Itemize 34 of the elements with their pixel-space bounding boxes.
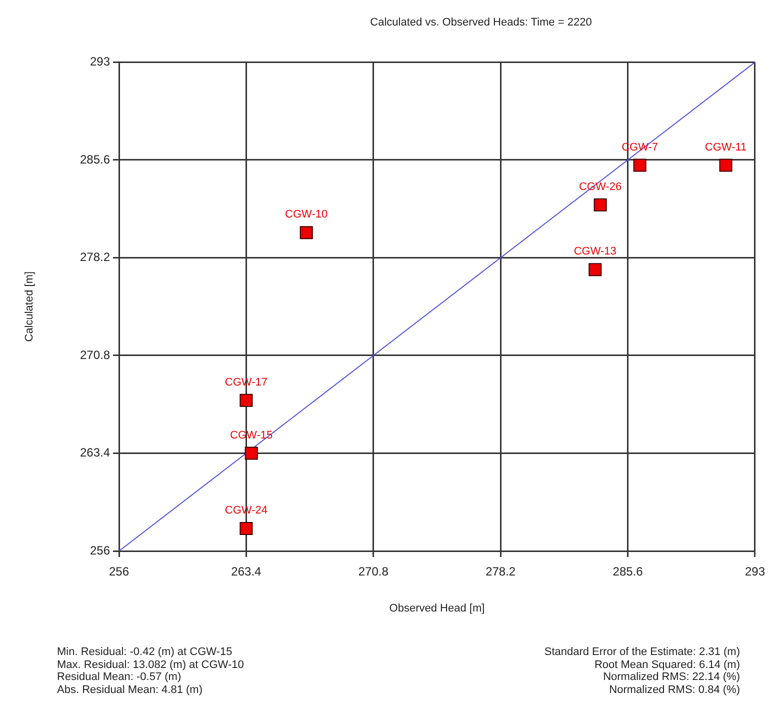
x-tick-label: 293 [744, 564, 766, 579]
y-tick-label: 270.8 [80, 348, 110, 362]
text: Abs. Residual Mean: 4.81 (m) [57, 684, 204, 696]
text: Normalized RMS: 0.84 (%) [608, 684, 740, 696]
annotation: CGW-10 [285, 208, 328, 221]
annotation: CGW-13 [574, 246, 616, 258]
x-tick-label: 285.6 [612, 564, 644, 579]
text: Min. Residual: -0.42 (m) at CGW-15 [57, 646, 234, 658]
point [633, 158, 646, 172]
text: Standard Error of the Estimate: 2.31 (m) [544, 646, 740, 658]
point [588, 263, 602, 276]
chart-title: Calculated vs. Observed Heads: Time = 2220 [370, 16, 592, 29]
text: Normalized RMS: 22.14 (%) [602, 671, 740, 684]
y-tick-label: 256 [90, 543, 110, 558]
point [594, 198, 607, 212]
point [240, 522, 253, 536]
point [719, 158, 732, 172]
x-axis-title: Observed Head [m] [389, 602, 485, 614]
x-tick-label: 263.4 [231, 564, 262, 579]
point [244, 446, 258, 460]
text: Max. Residual: 13.082 (m) at CGW-10 [57, 658, 244, 671]
point [300, 226, 313, 240]
x-tick-label: 256 [108, 564, 130, 579]
x-tick-label: 270.8 [358, 564, 389, 579]
y-axis-title: Calculated [m] [24, 271, 36, 342]
text: Root Mean Squared: 6.14 (m) [593, 658, 740, 671]
y-tick-label: 285.6 [80, 152, 110, 166]
annotation: CGW-11 [704, 141, 747, 154]
text: Residual Mean: -0.57 (m) [57, 671, 182, 684]
y-tick-label: 293 [90, 54, 110, 69]
x-tick-label: 278.2 [486, 564, 516, 579]
y-tick-label: 263.4 [80, 446, 110, 460]
y-tick-label: 278.2 [80, 250, 110, 264]
point [240, 394, 253, 407]
